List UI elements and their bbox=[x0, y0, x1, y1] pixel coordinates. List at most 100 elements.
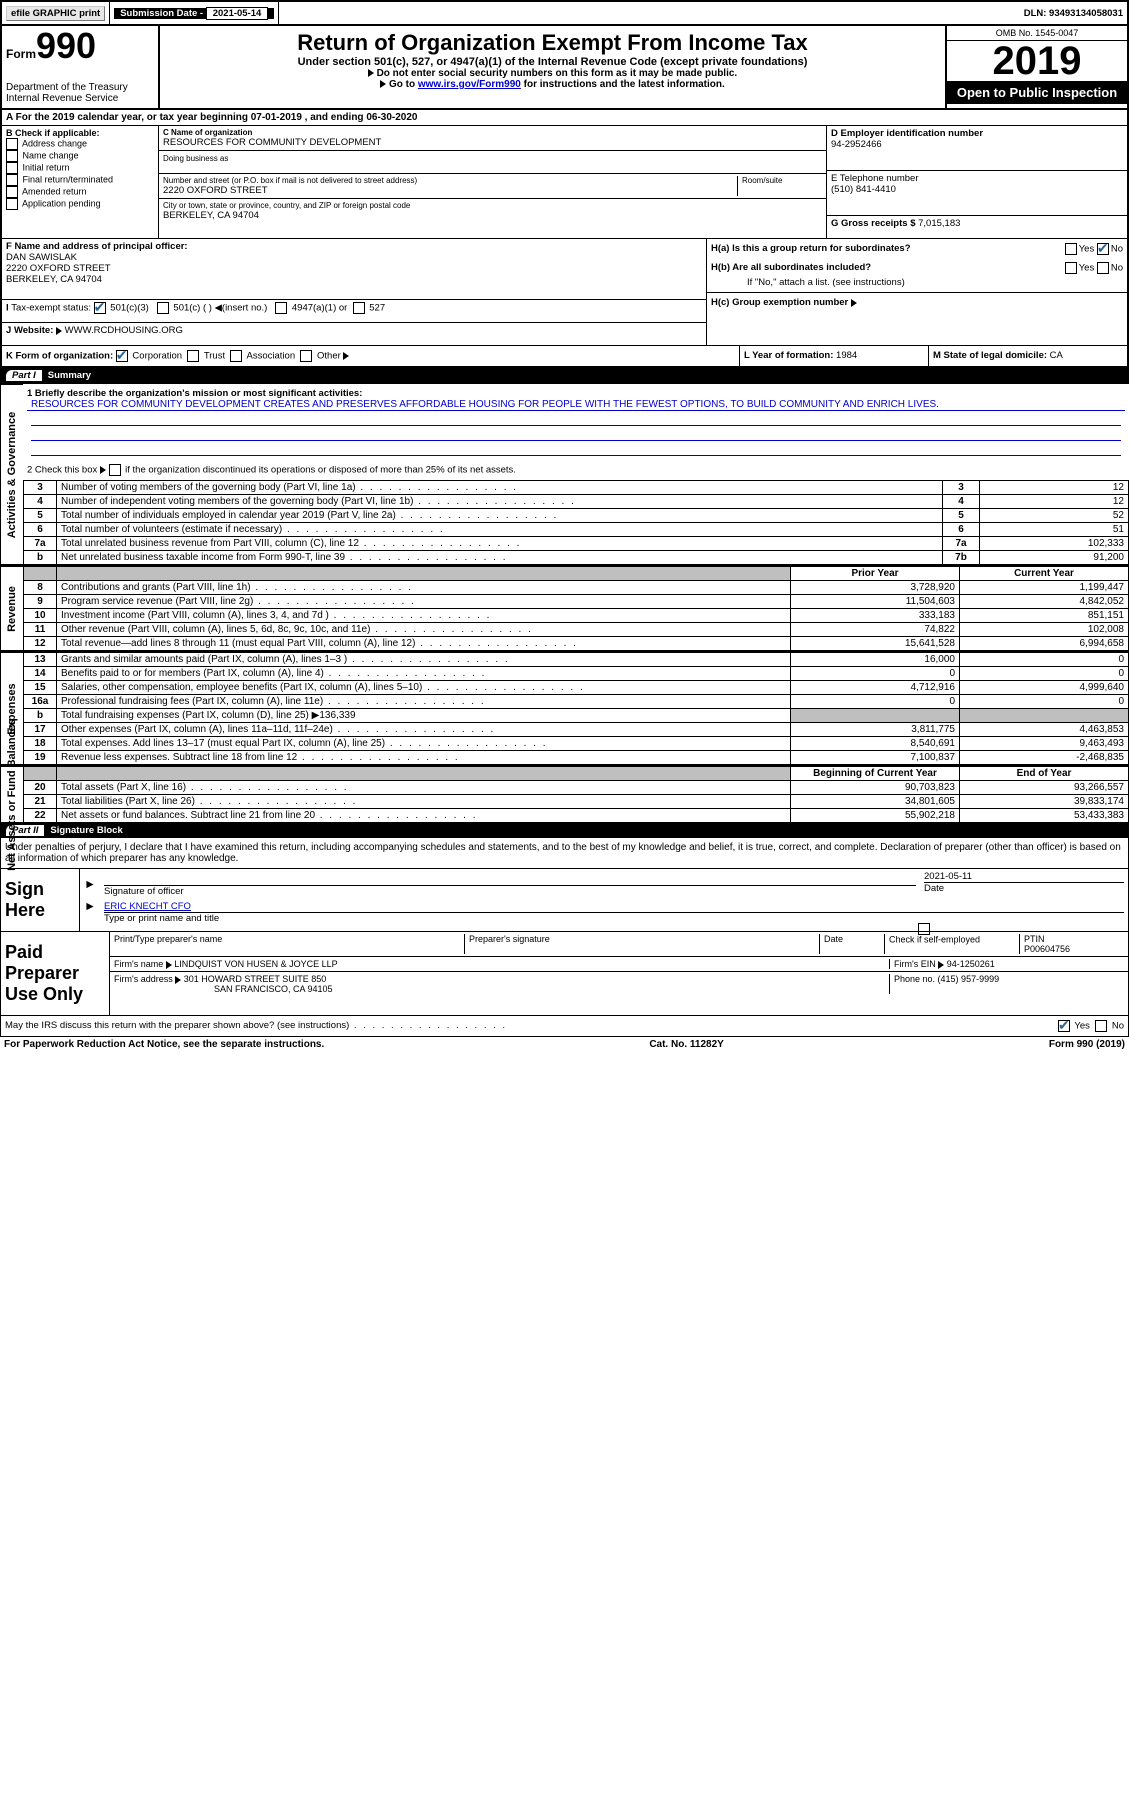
officer-printed: ERIC KNECHT CFO bbox=[104, 901, 1124, 912]
part2-title: Signature Block bbox=[50, 825, 122, 836]
org-name-cell: C Name of organization RESOURCES FOR COM… bbox=[159, 126, 826, 151]
table-row: 13Grants and similar amounts paid (Part … bbox=[24, 653, 1129, 667]
tax-year: 2019 bbox=[947, 41, 1127, 81]
ein-label: D Employer identification number bbox=[831, 128, 1123, 139]
section-governance: Activities & Governance 1 Briefly descri… bbox=[0, 383, 1129, 565]
col-h: H(a) Is this a group return for subordin… bbox=[707, 239, 1127, 345]
col-fij: F Name and address of principal officer:… bbox=[2, 239, 707, 345]
chk-501c3 bbox=[94, 302, 106, 314]
h-b: H(b) Are all subordinates included? Yes … bbox=[707, 258, 1127, 277]
officer-cell: F Name and address of principal officer:… bbox=[2, 239, 706, 300]
phone-cell: E Telephone number (510) 841-4410 bbox=[827, 171, 1127, 216]
opt-name: Name change bbox=[6, 150, 154, 162]
table-row: bNet unrelated business taxable income f… bbox=[24, 551, 1129, 565]
exp-table: 13Grants and similar amounts paid (Part … bbox=[23, 652, 1129, 765]
city-state-zip: BERKELEY, CA 94704 bbox=[163, 210, 822, 221]
h-b-note: If "No," attach a list. (see instruction… bbox=[707, 277, 1127, 293]
table-row: 19Revenue less expenses. Subtract line 1… bbox=[24, 751, 1129, 765]
net-table: Beginning of Current YearEnd of Year 20T… bbox=[23, 766, 1129, 823]
col-deg: D Employer identification number 94-2952… bbox=[826, 126, 1127, 238]
entity-info: A For the 2019 calendar year, or tax yea… bbox=[0, 110, 1129, 368]
street-address: 2220 OXFORD STREET bbox=[163, 185, 737, 196]
rev-header: Prior YearCurrent Year bbox=[24, 567, 1129, 581]
prep-sig-label: Preparer's signature bbox=[464, 934, 819, 954]
inst-1: Do not enter social security numbers on … bbox=[164, 68, 941, 79]
gross-label: G Gross receipts $ bbox=[831, 218, 918, 229]
part2-header: Part II Signature Block bbox=[0, 823, 1129, 838]
form-990-label: Form990 bbox=[6, 30, 154, 62]
row-bcde: B Check if applicable: Address change Na… bbox=[2, 126, 1127, 238]
phone-label: E Telephone number bbox=[831, 173, 1123, 184]
top-bar: efile GRAPHIC print Submission Date - 20… bbox=[0, 0, 1129, 26]
q2: 2 Check this box if the organization dis… bbox=[23, 460, 1129, 480]
website-cell: J Website: WWW.RCDHOUSING.ORG bbox=[2, 323, 706, 345]
table-row: 21Total liabilities (Part X, line 26)34,… bbox=[24, 795, 1129, 809]
table-row: 14Benefits paid to or for members (Part … bbox=[24, 667, 1129, 681]
opt-pending: Application pending bbox=[6, 198, 154, 210]
gov-table: 3Number of voting members of the governi… bbox=[23, 480, 1129, 565]
irs-link[interactable]: www.irs.gov/Form990 bbox=[418, 79, 521, 90]
opt-initial: Initial return bbox=[6, 162, 154, 174]
efile-button[interactable]: efile GRAPHIC print bbox=[6, 6, 105, 21]
room-label: Room/suite bbox=[737, 176, 822, 196]
gross-cell: G Gross receipts $ 7,015,183 bbox=[827, 216, 1127, 238]
k-cell: K Form of organization: Corporation Trus… bbox=[2, 346, 739, 366]
city-cell: City or town, state or province, country… bbox=[159, 199, 826, 223]
table-row: 17Other expenses (Part IX, column (A), l… bbox=[24, 723, 1129, 737]
part1-header: Part I Summary bbox=[0, 368, 1129, 383]
signature-block: Sign Here ▶▶ Signature of officer 2021-0… bbox=[0, 868, 1129, 1037]
date-label: Date bbox=[924, 882, 1124, 894]
sig-officer-label: Signature of officer bbox=[104, 885, 916, 897]
firm-ein: Firm's EIN 94-1250261 bbox=[889, 959, 1124, 969]
officer-addr1: 2220 OXFORD STREET bbox=[6, 263, 702, 274]
firm-name: Firm's name LINDQUIST VON HUSEN & JOYCE … bbox=[114, 959, 889, 969]
sign-here-label: Sign Here bbox=[1, 869, 80, 931]
inst-2: Go to www.irs.gov/Form990 for instructio… bbox=[164, 79, 941, 90]
phone-value: (510) 841-4410 bbox=[831, 184, 1123, 195]
table-row: 16aProfessional fundraising fees (Part I… bbox=[24, 695, 1129, 709]
efile-cell: efile GRAPHIC print bbox=[2, 2, 110, 24]
table-row: 8Contributions and grants (Part VIII, li… bbox=[24, 581, 1129, 595]
rev-table: Prior YearCurrent Year 8Contributions an… bbox=[23, 566, 1129, 651]
self-emp: Check if self-employed bbox=[884, 934, 1019, 954]
declaration: Under penalties of perjury, I declare th… bbox=[0, 838, 1129, 868]
side-rev: Revenue bbox=[0, 566, 23, 651]
table-row: 18Total expenses. Add lines 13–17 (must … bbox=[24, 737, 1129, 751]
table-row: bTotal fundraising expenses (Part IX, co… bbox=[24, 709, 1129, 723]
table-row: 10Investment income (Part VIII, column (… bbox=[24, 609, 1129, 623]
addr-cell: Number and street (or P.O. box if mail i… bbox=[159, 174, 826, 199]
opt-address: Address change bbox=[6, 138, 154, 150]
subtitle: Under section 501(c), 527, or 4947(a)(1)… bbox=[164, 56, 941, 68]
mission: RESOURCES FOR COMMUNITY DEVELOPMENT CREA… bbox=[27, 399, 1125, 411]
dept-treasury: Department of the Treasury Internal Reve… bbox=[6, 82, 154, 104]
table-row: 22Net assets or fund balances. Subtract … bbox=[24, 809, 1129, 823]
may-irs-row: May the IRS discuss this return with the… bbox=[1, 1016, 1128, 1036]
row-a: A For the 2019 calendar year, or tax yea… bbox=[2, 110, 1127, 126]
part1-label: Part I bbox=[6, 370, 42, 381]
may-irs-ans: Yes No bbox=[1058, 1020, 1124, 1032]
section-expenses: Expenses 13Grants and similar amounts pa… bbox=[0, 651, 1129, 765]
sig-date: 2021-05-11 bbox=[924, 871, 1124, 882]
ein-cell: D Employer identification number 94-2952… bbox=[827, 126, 1127, 171]
q1: 1 Briefly describe the organization's mi… bbox=[23, 384, 1129, 460]
open-to-public: Open to Public Inspection bbox=[947, 81, 1127, 104]
year-cell: OMB No. 1545-0047 2019 Open to Public In… bbox=[947, 26, 1127, 108]
main-title: Return of Organization Exempt From Incom… bbox=[164, 30, 941, 56]
officer-name: DAN SAWISLAK bbox=[6, 252, 702, 263]
h-a: H(a) Is this a group return for subordin… bbox=[707, 239, 1127, 258]
table-row: 12Total revenue—add lines 8 through 11 (… bbox=[24, 637, 1129, 651]
tax-status-cell: I Tax-exempt status: 501(c)(3) 501(c) ( … bbox=[2, 300, 706, 323]
row-klm: K Form of organization: Corporation Trus… bbox=[2, 345, 1127, 366]
dln: DLN: 93493134058031 bbox=[1020, 2, 1127, 24]
l-cell: L Year of formation: 1984 bbox=[739, 346, 928, 366]
page-footer: For Paperwork Reduction Act Notice, see … bbox=[0, 1037, 1129, 1052]
submission-label: Submission Date - 2021-05-14 bbox=[114, 8, 274, 19]
section-revenue: Revenue Prior YearCurrent Year 8Contribu… bbox=[0, 565, 1129, 651]
paid-prep-label: Paid Preparer Use Only bbox=[1, 932, 110, 1015]
org-name: RESOURCES FOR COMMUNITY DEVELOPMENT bbox=[163, 137, 822, 148]
table-row: 9Program service revenue (Part VIII, lin… bbox=[24, 595, 1129, 609]
net-header: Beginning of Current YearEnd of Year bbox=[24, 767, 1129, 781]
submission-cell: Submission Date - 2021-05-14 bbox=[110, 2, 279, 24]
website: WWW.RCDHOUSING.ORG bbox=[65, 325, 183, 336]
h-c: H(c) Group exemption number bbox=[707, 293, 1127, 312]
